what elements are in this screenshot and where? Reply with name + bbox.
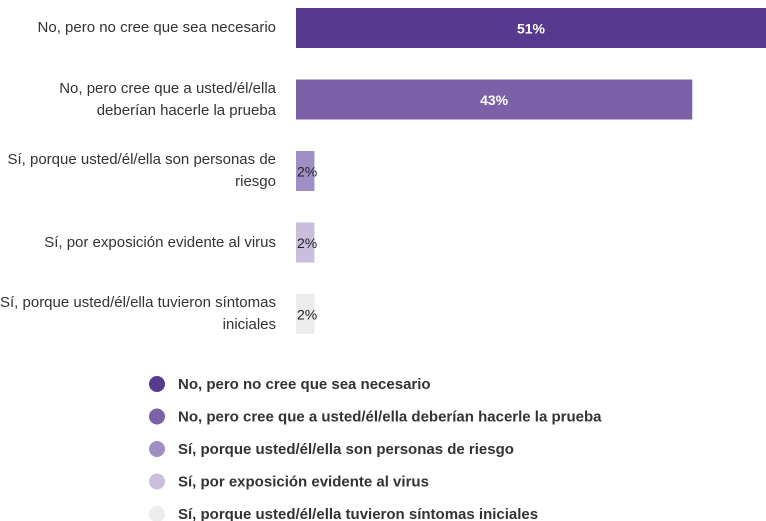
category-label: Sí, por exposición evidente al virus: [44, 233, 276, 251]
legend-label: Sí, porque usted/él/ella son personas de…: [178, 441, 514, 458]
legend-label: Sí, por exposición evidente al virus: [178, 473, 429, 490]
category-label: No, pero no cree que sea necesario: [37, 19, 276, 36]
value-label: 2%: [297, 307, 317, 323]
bar: [296, 222, 315, 263]
value-label: 43%: [480, 92, 509, 108]
category-label: No, pero cree que a usted/él/ella deberí…: [59, 79, 276, 119]
legend-swatch: [149, 506, 165, 521]
legend-label: No, pero cree que a usted/él/ella deberí…: [178, 408, 602, 425]
value-label: 2%: [297, 235, 317, 251]
bar: [296, 294, 315, 334]
category-label: Sí, porque usted/él/ella son personas de…: [7, 151, 276, 190]
bar: [296, 8, 766, 48]
bar: [296, 79, 693, 120]
legend-label: No, pero no cree que sea necesario: [178, 376, 431, 393]
legend-swatch: [149, 473, 165, 490]
value-label: 2%: [297, 164, 317, 180]
value-label: 51%: [517, 21, 546, 37]
legend-label: Sí, porque usted/él/ella tuvieron síntom…: [178, 506, 538, 521]
legend-swatch: [149, 408, 165, 425]
category-label: Sí, porque usted/él/ella tuvieron síntom…: [0, 294, 276, 333]
bar: [296, 151, 315, 191]
legend-swatch: [149, 441, 165, 457]
legend-swatch: [149, 376, 165, 392]
